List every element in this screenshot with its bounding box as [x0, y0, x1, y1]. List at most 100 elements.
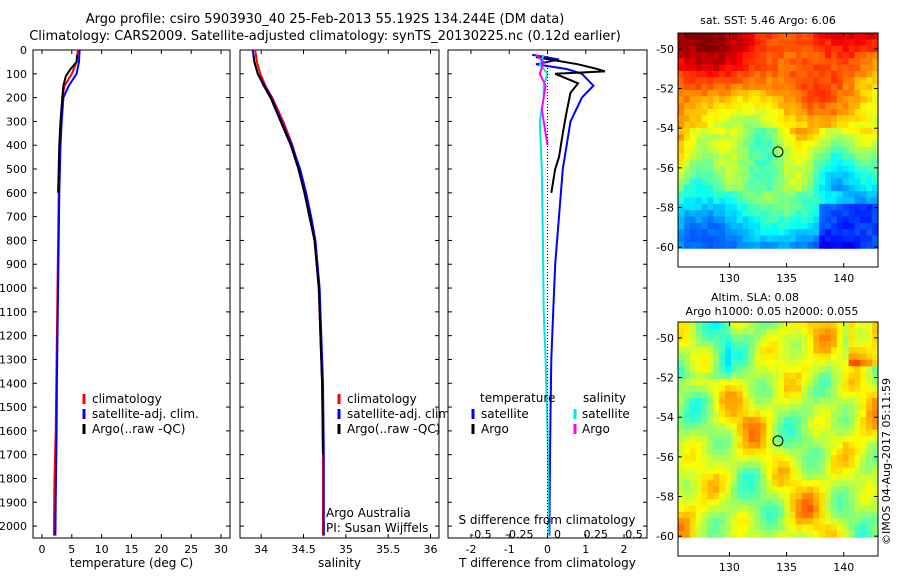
- heat-cell: [848, 45, 856, 53]
- heat-cell: [742, 486, 750, 494]
- heat-cell: [825, 210, 832, 218]
- heat-cell: [725, 423, 732, 431]
- heat-cell: [760, 353, 767, 361]
- heat-cell: [736, 197, 744, 205]
- heat-cell: [819, 134, 826, 142]
- heat-cell: [748, 178, 756, 186]
- heat-cell: [719, 235, 726, 243]
- heat-cell: [836, 530, 844, 538]
- heat-cell: [766, 353, 773, 361]
- heat-cell: [689, 423, 697, 431]
- heat-cell: [795, 480, 803, 488]
- heat-cell: [836, 454, 844, 462]
- heat-cell: [854, 159, 861, 167]
- y-tick-label: 400: [6, 139, 27, 152]
- heat-cell: [707, 366, 714, 374]
- heat-cell: [842, 486, 850, 494]
- heat-cell: [819, 397, 826, 405]
- heat-cell: [719, 322, 726, 329]
- heat-cell: [754, 366, 761, 374]
- heat-cell: [866, 378, 873, 386]
- heat-cell: [701, 328, 709, 336]
- heat-cell: [813, 511, 820, 519]
- heat-cell: [872, 64, 879, 72]
- y-tick-label: 1200: [0, 330, 27, 343]
- heat-cell: [736, 184, 744, 192]
- heat-cell: [819, 499, 826, 507]
- heat-cell: [707, 229, 714, 237]
- heat-cell: [813, 121, 820, 129]
- heat-cell: [795, 51, 803, 59]
- heat-cell: [795, 518, 803, 526]
- heat-cell: [719, 51, 726, 59]
- heat-cell: [678, 416, 685, 424]
- heat-cell: [713, 70, 720, 78]
- heat-cell: [719, 39, 726, 47]
- heat-cell: [801, 467, 809, 475]
- heat-cell: [836, 89, 844, 97]
- heat-cell: [707, 127, 714, 135]
- heat-cell: [707, 397, 714, 405]
- heat-cell: [719, 115, 726, 123]
- heat-cell: [754, 480, 761, 488]
- heat-cell: [872, 340, 879, 348]
- heat-cell: [819, 77, 826, 85]
- heat-cell: [789, 340, 797, 348]
- heat-cell: [678, 530, 685, 538]
- heat-cell: [695, 146, 703, 154]
- heat-cell: [854, 45, 861, 53]
- heat-cell: [683, 391, 691, 399]
- heat-cell: [813, 340, 820, 348]
- heat-cell: [860, 134, 867, 142]
- heat-cell: [819, 372, 826, 380]
- difference-xlabel: T difference from climatology: [458, 556, 636, 570]
- heat-cell: [848, 524, 856, 532]
- heat-cell: [766, 159, 773, 167]
- heat-cell: [707, 473, 714, 481]
- heat-cell: [872, 518, 879, 526]
- heat-cell: [819, 33, 826, 40]
- heat-cell: [689, 334, 697, 342]
- heat-cell: [830, 391, 838, 399]
- heat-cell: [795, 467, 803, 475]
- heat-cell: [819, 45, 826, 53]
- heat-cell: [836, 121, 844, 129]
- heat-cell: [836, 518, 844, 526]
- heat-cell: [854, 385, 861, 393]
- heat-cell: [801, 58, 809, 66]
- heat-cell: [730, 108, 738, 116]
- heat-cell: [742, 530, 750, 538]
- heat-cell: [830, 153, 838, 161]
- heat-cell: [836, 328, 844, 336]
- heat-cell: [678, 70, 685, 78]
- heat-cell: [819, 524, 826, 532]
- heat-cell: [701, 429, 709, 437]
- heat-cell: [795, 216, 803, 224]
- heat-cell: [683, 203, 691, 211]
- heat-cell: [848, 51, 856, 59]
- heat-cell: [801, 121, 809, 129]
- heat-cell: [819, 235, 826, 243]
- heat-cell: [760, 423, 767, 431]
- heat-cell: [695, 229, 703, 237]
- series-s-argo: [535, 54, 549, 146]
- heat-cell: [772, 322, 779, 329]
- heat-cell: [778, 121, 785, 129]
- heat-cell: [766, 191, 773, 199]
- heat-cell: [736, 423, 744, 431]
- heat-cell: [736, 340, 744, 348]
- heat-cell: [707, 58, 714, 66]
- heat-cell: [807, 235, 814, 243]
- heat-cell: [748, 210, 756, 218]
- heat-cell: [872, 404, 879, 412]
- heat-cell: [707, 45, 714, 53]
- heat-cell: [689, 210, 697, 218]
- heat-cell: [813, 146, 820, 154]
- heat-cell: [778, 165, 785, 173]
- legend-label: satellite: [481, 407, 529, 421]
- heat-cell: [678, 108, 685, 116]
- heat-cell: [730, 229, 738, 237]
- heat-cell: [789, 96, 797, 104]
- heat-cell: [719, 33, 726, 40]
